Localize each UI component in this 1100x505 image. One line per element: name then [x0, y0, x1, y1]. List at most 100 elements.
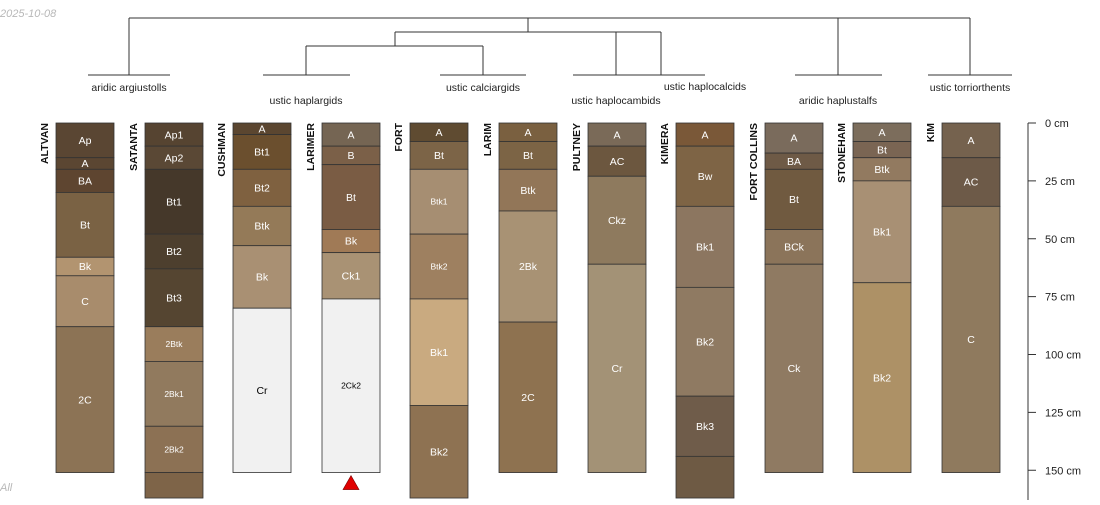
- horizon: Bt3: [144, 268, 204, 328]
- horizon-block: [498, 141, 558, 170]
- profile-altvan: Ap A BA Bt Bk C 2C ALTVAN: [39, 122, 115, 473]
- horizon-block: [764, 168, 824, 230]
- horizon: Bk1: [675, 205, 735, 288]
- profile-pultney: A AC Ckz Cr PULTNEY: [571, 122, 647, 473]
- horizon: Btk2: [409, 233, 469, 300]
- profile-larim: A Bt Btk 2Bk 2C LARIM: [482, 122, 558, 473]
- horizon: Bt1: [232, 134, 292, 170]
- horizon-label: AC: [610, 156, 625, 168]
- horizon-label: Cr: [256, 385, 268, 397]
- horizon: A: [941, 122, 1001, 159]
- profile-larimer: AB Bt Bk Ck1 2Ck2 LARIMER: [305, 122, 381, 473]
- horizon: Ap1: [144, 122, 204, 147]
- date-stamp: 2025-10-08: [0, 8, 57, 20]
- horizon-label: Bt1: [166, 196, 182, 208]
- horizon: Bt: [764, 168, 824, 230]
- horizon: Bk: [232, 245, 292, 309]
- horizon: A: [232, 122, 292, 135]
- horizon-label: 2C: [78, 394, 92, 406]
- horizon: 2C: [498, 321, 558, 473]
- horizon: C: [941, 205, 1001, 473]
- horizon-block: [409, 298, 469, 406]
- horizon-block: [409, 405, 469, 499]
- horizon: Btk: [232, 205, 292, 247]
- horizon: A: [852, 122, 912, 142]
- horizon: 2Ck2: [321, 298, 381, 473]
- horizon-label: Ap: [79, 135, 92, 147]
- profile-stoneham: A Bt Btk Bk1 Bk2 STONEHAM: [836, 122, 912, 473]
- depth-axis: 0 cm 25 cm 50 cm 75 cm 100 cm 125 cm 150 cm: [1027, 118, 1081, 500]
- profile-name-label: SATANTA: [128, 123, 140, 171]
- horizon-label: 2Bk: [519, 261, 538, 273]
- horizon: Bw: [675, 145, 735, 207]
- profile-name-label: FORT COLLINS: [748, 123, 760, 201]
- horizon: A: [675, 122, 735, 147]
- horizon-block: [144, 268, 204, 328]
- profile-name-label: ALTVAN: [39, 123, 51, 164]
- corner-note: All: [0, 482, 13, 494]
- horizon-label: A: [790, 133, 797, 145]
- horizon-block: [409, 233, 469, 300]
- taxon-label-haplustalfs: aridic haplustalfs: [799, 95, 877, 107]
- horizon-block: [498, 210, 558, 323]
- horizon: AC: [587, 145, 647, 177]
- horizon-label: 2Btk: [165, 339, 183, 349]
- horizon-label: Btk1: [430, 197, 447, 207]
- horizon: Bt: [321, 164, 381, 230]
- profile-name-label: PULTNEY: [571, 123, 583, 171]
- profile-name-label: FORT: [393, 122, 405, 151]
- horizon-block: [144, 361, 204, 427]
- profile-fort: A Bt Btk1 Btk2 Bk1 Bk2 FORT: [393, 122, 469, 499]
- horizon: Ck: [764, 263, 824, 473]
- horizon-block: [232, 168, 292, 207]
- horizon-block: [675, 286, 735, 397]
- horizon-label: Bt: [80, 220, 90, 232]
- taxon-label-argiustolls: aridic argiustolls: [91, 82, 166, 94]
- horizon: Bt: [409, 141, 469, 170]
- horizon: Btk: [852, 157, 912, 182]
- horizon-label: Bt: [346, 192, 356, 204]
- profile-fort-collins: A BA Bt BCk Ck FORT COLLINS: [748, 122, 824, 473]
- horizon-block: [144, 326, 204, 362]
- horizon: Bk: [321, 229, 381, 254]
- profile-name-label: KIM: [925, 123, 937, 143]
- horizon-block: [55, 326, 115, 473]
- horizon-label: A: [435, 127, 442, 139]
- horizon-block: [587, 263, 647, 473]
- taxon-label-torriorthents: ustic torriorthents: [930, 82, 1011, 94]
- horizon: A: [587, 122, 647, 147]
- horizon-block: [409, 141, 469, 170]
- horizon: A: [321, 122, 381, 147]
- horizon: 2Bk1: [144, 361, 204, 427]
- depth-tick-label: 50 cm: [1045, 234, 1075, 246]
- depth-tick-label: 150 cm: [1045, 465, 1081, 477]
- horizon: A: [55, 157, 115, 170]
- horizon-block: [144, 472, 204, 499]
- horizon-label: Bk: [79, 261, 92, 273]
- horizon-label: BCk: [784, 242, 805, 254]
- horizon-label: C: [81, 296, 89, 308]
- horizon-label: 2Bk1: [164, 389, 184, 399]
- horizon-block: [852, 282, 912, 473]
- depth-tick-label: 75 cm: [1045, 292, 1075, 304]
- profile-kimera: A Bw Bk1 Bk2 Bk3 KIMERA: [659, 122, 735, 499]
- horizon-label: Bt: [789, 194, 799, 206]
- horizon-block: [764, 229, 824, 265]
- horizon-label: Bk1: [873, 226, 891, 238]
- horizon: Ap: [55, 122, 115, 159]
- horizon: Btk1: [409, 168, 469, 235]
- horizon: Bk: [55, 256, 115, 277]
- depth-tick-label: 125 cm: [1045, 407, 1081, 419]
- horizon: [675, 455, 735, 499]
- horizon: Ck1: [321, 252, 381, 300]
- horizon-label: Btk: [520, 185, 536, 197]
- horizon: A: [764, 122, 824, 154]
- horizon: BCk: [764, 229, 824, 265]
- horizon: Bk2: [409, 405, 469, 499]
- horizon-label: 2Bk2: [164, 444, 184, 454]
- horizon-label: BA: [787, 156, 801, 168]
- horizon: AC: [941, 157, 1001, 207]
- horizon-label: Ck: [788, 363, 802, 375]
- horizon-label: Bk2: [430, 446, 448, 458]
